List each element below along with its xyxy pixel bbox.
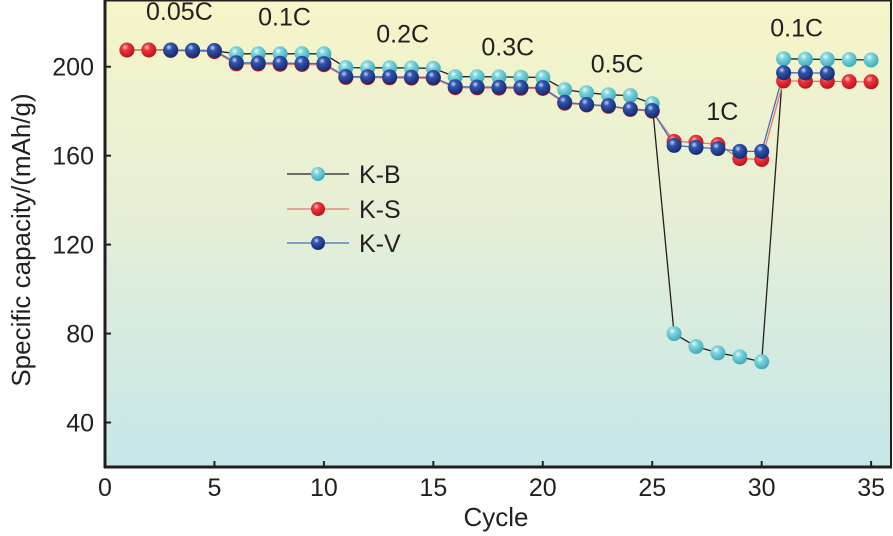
data-point-k-b-cycle-31 [776,51,792,67]
x-tick-label: 25 [638,474,666,502]
data-point-k-s-cycle-1 [119,42,135,58]
legend-marker-k-s [311,202,325,216]
legend-item-k-s: K-S [287,196,401,224]
data-point-k-v-cycle-21 [557,94,573,110]
axes: 0 5 10 15 20 25 30 35 40 80 120 160 200 [52,0,892,502]
legend-marker-k-v [311,236,325,250]
data-point-k-s-cycle-35 [863,74,879,90]
data-point-k-v-cycle-3 [163,42,179,58]
x-tick-label: 20 [529,474,557,502]
rate-label-1c: 1C [706,98,738,126]
rate-annotations: 0.05C 0.1C 0.2C 0.3C 0.5C 1C 0.1C [146,0,823,126]
data-point-k-v-cycle-33 [819,65,835,81]
data-point-k-b-cycle-35 [863,52,879,68]
data-point-k-v-cycle-4 [185,42,201,58]
x-tick-label: 5 [207,474,221,502]
data-point-k-v-cycle-15 [425,69,441,85]
legend-label-k-v: K-V [359,230,401,258]
legend-marker-k-b [311,167,325,181]
y-tick-label: 160 [52,143,94,171]
data-point-k-v-cycle-30 [754,143,770,159]
x-axis-title: Cycle [463,502,528,532]
data-point-k-b-cycle-22 [579,85,595,101]
rate-label-0-5c: 0.5C [591,50,644,78]
data-point-k-v-cycle-14 [403,69,419,85]
y-tick-label: 200 [52,54,94,82]
data-point-k-b-cycle-18 [491,69,507,85]
data-point-k-v-cycle-11 [338,69,354,84]
rate-label-0-1c-recovery: 0.1C [770,15,823,43]
data-point-k-v-cycle-6 [228,55,244,71]
data-point-k-v-cycle-16 [447,79,463,95]
data-point-k-v-cycle-13 [382,69,398,85]
data-point-k-v-cycle-24 [622,101,638,117]
rate-label-0-05c: 0.05C [146,0,213,26]
data-point-k-s-cycle-34 [841,74,857,90]
data-point-k-b-cycle-34 [841,52,857,68]
legend: K-B K-S K-V [287,161,401,258]
data-point-k-b-cycle-24 [622,88,638,104]
data-point-k-b-cycle-21 [557,82,573,98]
legend-item-k-v: K-V [287,230,401,258]
x-tick-label: 15 [419,474,447,502]
data-point-k-v-cycle-32 [797,65,813,81]
data-point-k-v-cycle-9 [294,55,310,71]
x-tick-label: 10 [310,474,338,502]
rate-label-0-3c: 0.3C [481,34,534,62]
data-point-k-v-cycle-22 [579,97,595,112]
series-markers-k-v [163,42,835,159]
y-tick-label: 80 [66,321,94,349]
data-point-k-v-cycle-20 [535,80,551,96]
series-layer [119,42,879,370]
data-point-k-v-cycle-26 [666,137,682,153]
data-point-k-b-cycle-28 [710,345,726,361]
data-point-k-b-cycle-32 [797,51,813,67]
data-point-k-v-cycle-19 [513,79,529,95]
data-point-k-v-cycle-29 [732,143,748,159]
data-point-k-v-cycle-8 [272,55,288,71]
data-point-k-b-cycle-33 [819,51,835,67]
legend-label-k-s: K-S [359,196,401,224]
series-markers [119,42,879,370]
data-point-k-v-cycle-28 [710,141,726,157]
data-point-k-v-cycle-23 [600,98,616,114]
y-ticks: 40 80 120 160 200 [52,54,111,438]
y-tick-label: 40 [66,410,94,438]
data-point-k-b-cycle-30 [754,354,770,370]
data-point-k-v-cycle-18 [491,79,507,95]
data-point-k-b-cycle-26 [666,326,682,342]
data-point-k-v-cycle-10 [316,56,332,72]
data-point-k-v-cycle-5 [206,43,222,58]
y-axis-title: Specific capacity/(mAh/g) [6,93,36,386]
data-point-k-v-cycle-27 [688,139,704,155]
data-point-k-v-cycle-25 [644,103,660,118]
x-tick-label: 35 [857,474,885,502]
legend-label-k-b: K-B [359,161,401,189]
x-ticks: 0 5 10 15 20 25 30 35 [98,461,885,502]
data-point-k-v-cycle-12 [360,69,376,85]
legend-item-k-b: K-B [287,161,401,189]
data-point-k-b-cycle-29 [732,349,748,365]
data-point-k-b-cycle-17 [469,69,485,85]
rate-label-0-2c: 0.2C [376,20,429,48]
data-point-k-v-cycle-31 [776,65,792,81]
data-point-k-b-cycle-23 [600,87,616,103]
data-point-k-v-cycle-17 [469,79,485,95]
y-tick-label: 120 [52,232,94,260]
data-point-k-v-cycle-7 [250,55,266,71]
x-tick-label: 30 [748,474,776,502]
data-point-k-b-cycle-27 [688,339,704,354]
x-tick-label: 0 [98,474,112,502]
data-point-k-s-cycle-2 [141,42,157,58]
rate-label-0-1c: 0.1C [258,4,311,32]
